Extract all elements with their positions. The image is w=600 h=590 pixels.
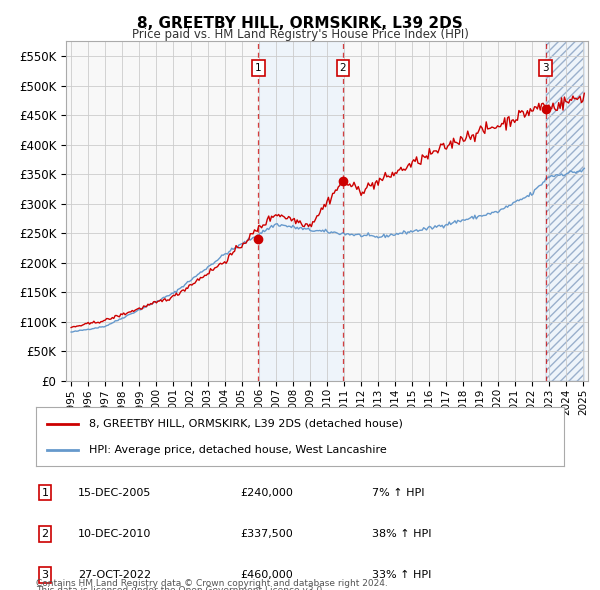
Text: 1: 1	[41, 488, 49, 497]
Text: £460,000: £460,000	[240, 571, 293, 580]
Text: This data is licensed under the Open Government Licence v3.0.: This data is licensed under the Open Gov…	[36, 586, 325, 590]
Text: 10-DEC-2010: 10-DEC-2010	[78, 529, 151, 539]
Text: £337,500: £337,500	[240, 529, 293, 539]
Text: 38% ↑ HPI: 38% ↑ HPI	[372, 529, 431, 539]
Text: 3: 3	[542, 63, 549, 73]
Text: Price paid vs. HM Land Registry's House Price Index (HPI): Price paid vs. HM Land Registry's House …	[131, 28, 469, 41]
Text: 2: 2	[340, 63, 346, 73]
Text: 8, GREETBY HILL, ORMSKIRK, L39 2DS (detached house): 8, GREETBY HILL, ORMSKIRK, L39 2DS (deta…	[89, 419, 403, 428]
Text: 33% ↑ HPI: 33% ↑ HPI	[372, 571, 431, 580]
Text: 1: 1	[255, 63, 262, 73]
Text: 27-OCT-2022: 27-OCT-2022	[78, 571, 151, 580]
Text: 2: 2	[41, 529, 49, 539]
Text: 15-DEC-2005: 15-DEC-2005	[78, 488, 151, 497]
Text: Contains HM Land Registry data © Crown copyright and database right 2024.: Contains HM Land Registry data © Crown c…	[36, 579, 388, 588]
Text: 3: 3	[41, 571, 49, 580]
Text: 8, GREETBY HILL, ORMSKIRK, L39 2DS: 8, GREETBY HILL, ORMSKIRK, L39 2DS	[137, 16, 463, 31]
Text: HPI: Average price, detached house, West Lancashire: HPI: Average price, detached house, West…	[89, 445, 386, 454]
Text: £240,000: £240,000	[240, 488, 293, 497]
Text: 7% ↑ HPI: 7% ↑ HPI	[372, 488, 425, 497]
